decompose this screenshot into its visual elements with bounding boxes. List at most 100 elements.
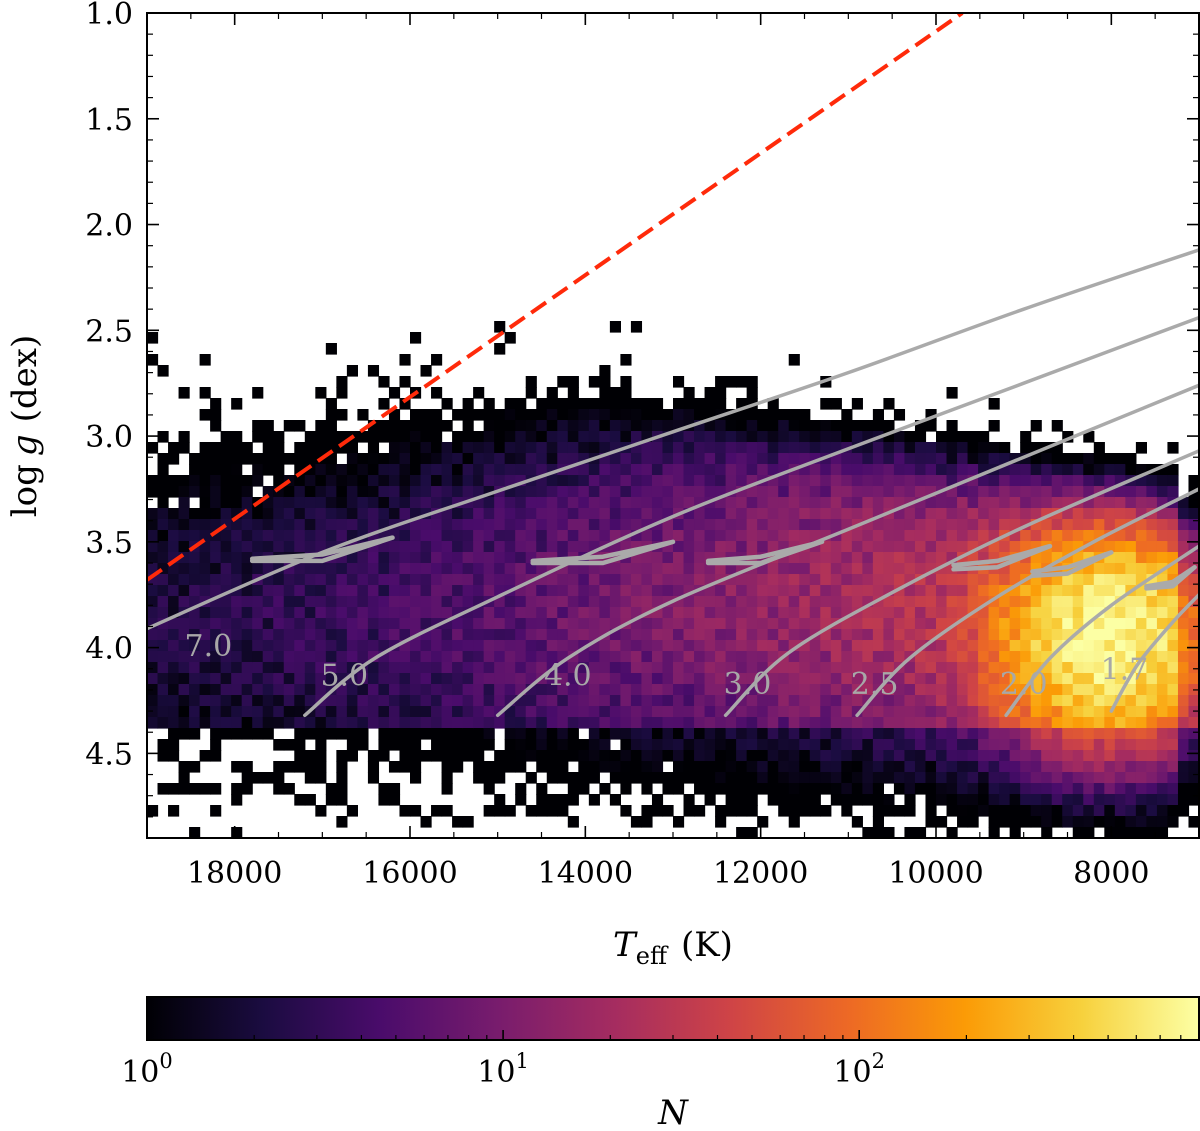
heatmap-cell xyxy=(494,640,506,652)
heatmap-cell xyxy=(641,431,653,443)
heatmap-cell xyxy=(1167,508,1179,520)
heatmap-cell xyxy=(1156,497,1169,509)
heatmap-cell xyxy=(178,651,190,663)
heatmap-cell xyxy=(683,662,695,674)
heatmap-cell xyxy=(494,321,506,333)
heatmap-cell xyxy=(294,541,306,553)
heatmap-cell xyxy=(578,607,590,619)
heatmap-cell xyxy=(147,629,159,641)
heatmap-cell xyxy=(1051,552,1063,564)
heatmap-cell xyxy=(799,552,811,564)
heatmap-cell xyxy=(567,739,579,751)
heatmap-cell xyxy=(662,684,674,696)
heatmap-cell xyxy=(578,761,590,773)
heatmap-cell xyxy=(746,750,758,762)
heatmap-cell xyxy=(946,464,958,476)
heatmap-cell xyxy=(557,662,569,674)
heatmap-cell xyxy=(599,651,611,663)
heatmap-cell xyxy=(283,607,295,619)
heatmap-cell xyxy=(1104,827,1116,838)
heatmap-cell xyxy=(1072,651,1084,663)
heatmap-cell xyxy=(925,618,937,630)
heatmap-cell xyxy=(1135,717,1147,729)
heatmap-cell xyxy=(1146,541,1158,553)
heatmap-cell xyxy=(651,673,664,685)
heatmap-cell xyxy=(431,607,443,619)
heatmap-cell xyxy=(599,695,611,707)
heatmap-cell xyxy=(336,464,348,476)
heatmap-cell xyxy=(294,739,306,751)
heatmap-cell xyxy=(525,739,537,751)
heatmap-cell xyxy=(189,574,201,586)
heatmap-cell xyxy=(1030,442,1042,454)
heatmap-cell xyxy=(262,464,274,476)
heatmap-cell xyxy=(220,706,232,718)
heatmap-cell xyxy=(231,794,243,806)
heatmap-cell xyxy=(757,508,769,520)
heatmap-cell xyxy=(199,629,211,641)
heatmap-cell xyxy=(357,673,369,685)
heatmap-cell xyxy=(567,684,579,696)
heatmap-cell xyxy=(420,695,432,707)
heatmap-cell xyxy=(925,728,937,740)
heatmap-cell xyxy=(220,728,232,740)
heatmap-cell xyxy=(809,475,821,487)
heatmap-cell xyxy=(715,464,727,476)
heatmap-cell xyxy=(736,486,748,498)
heatmap-cell xyxy=(1114,486,1126,498)
heatmap-cell xyxy=(936,662,948,674)
heatmap-cell xyxy=(778,420,790,432)
heatmap-cell xyxy=(820,651,832,663)
heatmap-cell xyxy=(578,750,590,762)
heatmap-cell xyxy=(452,728,464,740)
heatmap-cell xyxy=(536,497,548,509)
heatmap-cell xyxy=(1167,816,1179,828)
heatmap-cell xyxy=(578,640,590,652)
heatmap-cell xyxy=(641,497,653,509)
heatmap-cell xyxy=(641,574,653,586)
heatmap-cell xyxy=(336,794,348,806)
heatmap-cell xyxy=(746,530,758,542)
heatmap-cell xyxy=(462,585,474,597)
heatmap-cell xyxy=(620,629,632,641)
heatmap-cell xyxy=(1135,761,1147,773)
heatmap-cell xyxy=(893,574,906,586)
heatmap-cell xyxy=(1041,805,1053,817)
heatmap-cell xyxy=(189,508,201,520)
heatmap-cell xyxy=(830,486,842,498)
heatmap-cell xyxy=(473,750,485,762)
heatmap-cell xyxy=(841,750,853,762)
heatmap-cell xyxy=(557,695,569,707)
heatmap-cell xyxy=(567,794,579,806)
heatmap-cell xyxy=(1072,816,1084,828)
heatmap-cell xyxy=(620,717,632,729)
heatmap-cell xyxy=(473,629,485,641)
heatmap-cell xyxy=(336,409,348,421)
x-tick-label: 18000 xyxy=(187,856,282,891)
heatmap-cell xyxy=(862,783,874,795)
heatmap-cell xyxy=(1020,739,1032,751)
heatmap-cell xyxy=(367,486,380,498)
heatmap-cell xyxy=(883,486,895,498)
heatmap-cell xyxy=(283,629,295,641)
heatmap-cell xyxy=(673,728,685,740)
heatmap-cell xyxy=(715,772,727,784)
heatmap-cell xyxy=(851,574,863,586)
heatmap-cell xyxy=(883,519,895,531)
heatmap-cell xyxy=(641,728,653,740)
heatmap-cell xyxy=(199,574,211,586)
heatmap-cell xyxy=(767,761,779,773)
heatmap-cell xyxy=(893,596,906,608)
heatmap-cell xyxy=(715,662,727,674)
heatmap-cell xyxy=(567,783,579,795)
heatmap-cell xyxy=(504,761,516,773)
heatmap-cell xyxy=(378,486,390,498)
heatmap-cell xyxy=(410,739,422,751)
heatmap-cell xyxy=(1156,486,1169,498)
heatmap-cell xyxy=(715,684,727,696)
heatmap-cell xyxy=(809,541,821,553)
heatmap-cell xyxy=(1156,662,1169,674)
heatmap-cell xyxy=(157,706,169,718)
heatmap-cell xyxy=(936,475,948,487)
heatmap-cell xyxy=(546,750,558,762)
